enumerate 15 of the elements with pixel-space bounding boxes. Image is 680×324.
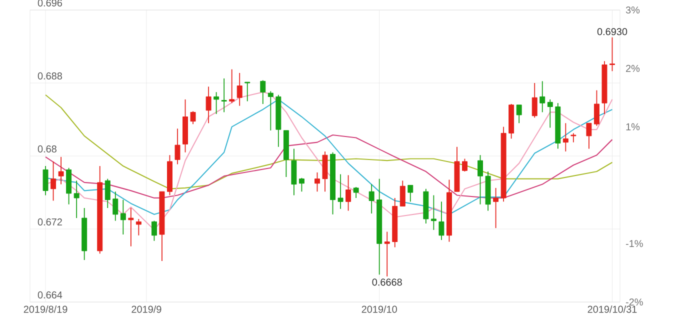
y-tick-label: 0.672 bbox=[38, 218, 62, 226]
y2-tick-label: 1% bbox=[626, 123, 640, 130]
annotation: 0.6668 bbox=[372, 278, 402, 286]
y2-tick-label: 3% bbox=[626, 6, 640, 14]
x-tick-label: 2019/10/31 bbox=[588, 306, 637, 313]
x-tick-label: 2019/8/19 bbox=[24, 306, 68, 313]
y2-tick-label: 2% bbox=[626, 64, 640, 72]
x-tick-label: 2019/9 bbox=[132, 306, 162, 313]
annotation: 0.6930 bbox=[597, 28, 628, 36]
y2-tick-label: -1% bbox=[626, 240, 643, 248]
y2-tick-label: -2% bbox=[626, 298, 643, 306]
y-tick-label: 0.664 bbox=[38, 291, 62, 298]
y-tick-label: 0.68 bbox=[38, 145, 56, 152]
x-tick-label: 2019/10 bbox=[362, 306, 397, 313]
y-tick-label: 0.688 bbox=[38, 72, 62, 80]
